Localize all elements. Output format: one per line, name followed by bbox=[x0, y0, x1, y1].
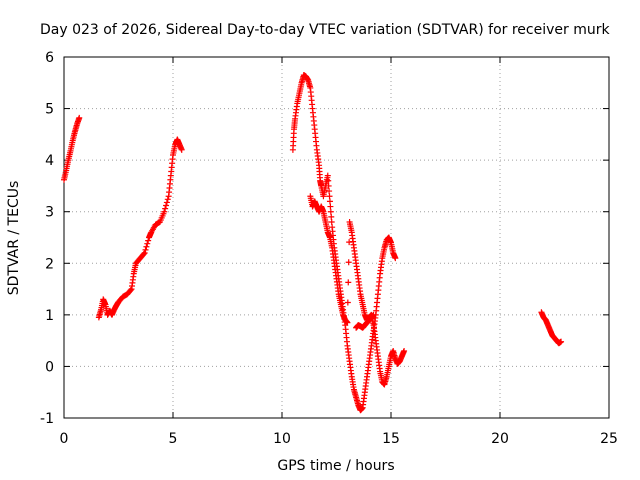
data-point bbox=[142, 246, 149, 253]
y-tick-label: -1 bbox=[40, 411, 54, 427]
data-point bbox=[141, 249, 148, 256]
data-point bbox=[345, 279, 352, 286]
x-tick-label: 10 bbox=[273, 431, 291, 447]
y-tick-label: 5 bbox=[45, 102, 54, 118]
data-point bbox=[164, 196, 171, 203]
data-point bbox=[392, 255, 399, 262]
series-6 bbox=[538, 309, 565, 347]
data-point bbox=[326, 188, 333, 195]
data-point bbox=[326, 193, 333, 200]
data-point bbox=[144, 240, 151, 247]
data-point bbox=[345, 259, 352, 266]
data-point bbox=[145, 237, 152, 244]
x-tick-label: 5 bbox=[169, 431, 178, 447]
y-tick-label: 2 bbox=[45, 256, 54, 272]
data-point bbox=[344, 299, 351, 306]
data-point bbox=[326, 198, 333, 205]
chart-title: Day 023 of 2026, Sidereal Day-to-day VTE… bbox=[40, 22, 610, 38]
data-points bbox=[61, 72, 565, 414]
series-1 bbox=[61, 114, 83, 183]
data-point bbox=[143, 243, 150, 250]
y-tick-labels: -1 0 1 2 3 4 5 6 bbox=[40, 50, 54, 427]
x-tick-label: 25 bbox=[600, 431, 618, 447]
data-point bbox=[127, 287, 134, 294]
y-tick-label: 1 bbox=[45, 308, 54, 324]
x-axis-label: GPS time / hours bbox=[277, 458, 394, 474]
data-point bbox=[328, 213, 335, 220]
data-point bbox=[140, 251, 147, 258]
y-tick-label: 6 bbox=[45, 50, 54, 66]
data-point bbox=[344, 319, 351, 326]
data-point bbox=[325, 182, 332, 189]
plot-frame bbox=[63, 56, 610, 419]
tick-marks bbox=[63, 56, 610, 419]
series-2 bbox=[95, 136, 185, 321]
data-point bbox=[161, 208, 168, 215]
data-point bbox=[163, 199, 170, 206]
data-point bbox=[324, 172, 331, 179]
data-point bbox=[327, 203, 334, 210]
data-point bbox=[328, 219, 335, 226]
data-point bbox=[178, 146, 185, 153]
data-point bbox=[370, 311, 377, 318]
data-point bbox=[401, 347, 408, 354]
data-point bbox=[162, 205, 169, 212]
y-tick-label: 0 bbox=[45, 359, 54, 375]
data-point bbox=[325, 177, 332, 184]
data-point bbox=[327, 208, 334, 215]
data-point bbox=[558, 338, 565, 345]
y-tick-label: 4 bbox=[45, 153, 54, 169]
y-axis-label: SDTVAR / TECUs bbox=[6, 181, 22, 296]
x-tick-label: 20 bbox=[491, 431, 509, 447]
y-tick-label: 3 bbox=[45, 205, 54, 221]
data-point bbox=[76, 114, 83, 121]
x-tick-label: 0 bbox=[60, 431, 69, 447]
series-5 bbox=[353, 311, 377, 331]
x-tick-label: 15 bbox=[382, 431, 400, 447]
data-point bbox=[163, 202, 170, 209]
x-tick-labels: 0 5 10 15 20 25 bbox=[60, 431, 618, 447]
